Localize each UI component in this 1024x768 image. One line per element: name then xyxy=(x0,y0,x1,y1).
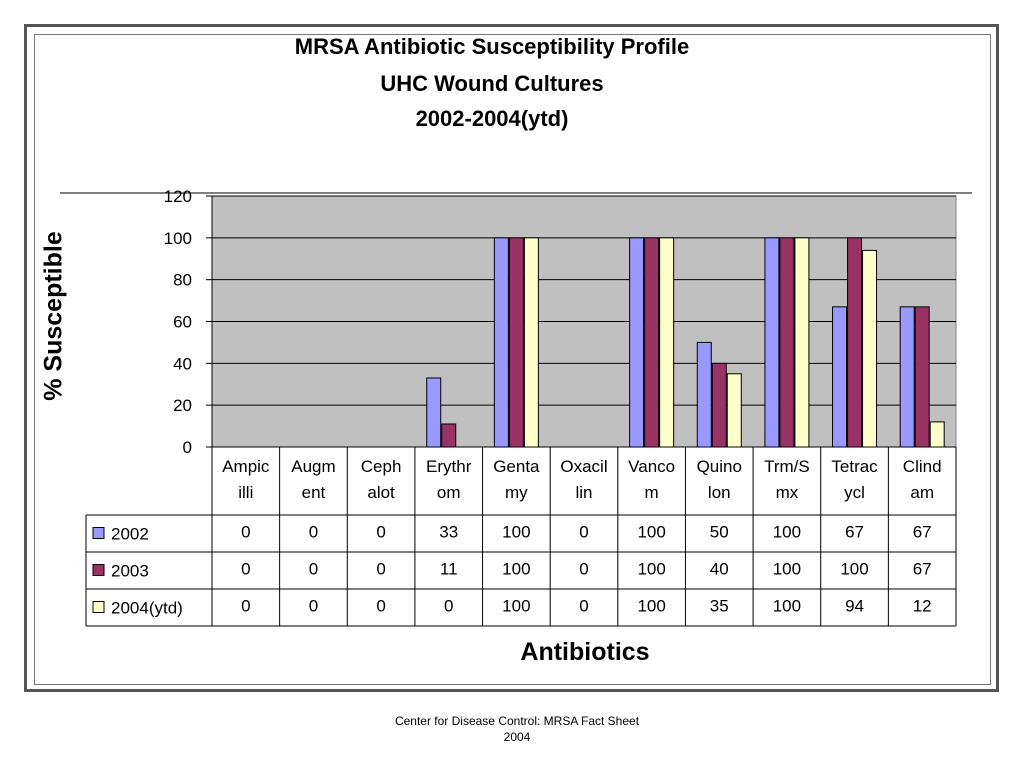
x-category-label: ent xyxy=(302,483,326,502)
x-category-label: om xyxy=(437,483,461,502)
bar-2002 xyxy=(629,237,645,448)
table-value: 100 xyxy=(840,560,868,579)
table-value: 67 xyxy=(913,560,932,579)
x-category-label: Augm xyxy=(291,457,335,476)
slide-frame-inner xyxy=(34,34,991,685)
table-value: 100 xyxy=(773,523,801,542)
table-value: 67 xyxy=(845,523,864,542)
legend-label: 2003 xyxy=(111,562,149,581)
bar-2004ytd xyxy=(726,373,742,448)
x-category-label: am xyxy=(910,483,934,502)
chart-title-line-1: MRSA Antibiotic Susceptibility Profile xyxy=(294,34,690,59)
table-value: 11 xyxy=(440,560,458,579)
y-tick-label: 20 xyxy=(173,396,192,415)
table-value: 0 xyxy=(376,597,385,616)
table-value: 50 xyxy=(710,523,729,542)
table-value: 0 xyxy=(444,597,453,616)
x-category-label: Oxacil xyxy=(560,457,607,476)
bar-2002 xyxy=(899,306,915,448)
table-value: 0 xyxy=(241,560,250,579)
x-category-label: Trm/S xyxy=(764,457,810,476)
footer-line-2: 2004 xyxy=(503,730,531,744)
bar-2003 xyxy=(441,423,457,448)
x-category-label: Quino xyxy=(697,457,742,476)
x-category-label: my xyxy=(505,483,528,502)
bar-2004ytd xyxy=(794,237,810,448)
table-value: 33 xyxy=(439,523,458,542)
bar-2002 xyxy=(426,377,442,448)
bar-2003 xyxy=(644,237,660,448)
legend-label: 2002 xyxy=(111,525,149,544)
x-category-label: Ampic xyxy=(222,457,270,476)
x-category-label: Tetrac xyxy=(831,457,878,476)
bar-2003 xyxy=(779,237,795,448)
x-category-label: Vanco xyxy=(628,457,675,476)
bar-2004ytd xyxy=(659,237,675,448)
legend-key-2003 xyxy=(92,564,105,576)
x-category-label: Genta xyxy=(493,457,540,476)
y-tick-label: 120 xyxy=(164,187,192,206)
x-category-label: illi xyxy=(238,483,253,502)
table-value: 0 xyxy=(241,597,250,616)
chart-title-line-3: 2002-2004(ytd) xyxy=(415,106,569,131)
x-category-label: Erythr xyxy=(426,457,472,476)
table-value: 0 xyxy=(376,560,385,579)
bar-2003 xyxy=(508,237,524,448)
y-tick-label: 80 xyxy=(173,271,192,290)
bar-2002 xyxy=(696,341,712,448)
legend-key-2002 xyxy=(92,527,105,539)
table-value: 100 xyxy=(637,597,665,616)
table-value: 100 xyxy=(773,560,801,579)
table-value: 100 xyxy=(637,560,665,579)
table-value: 100 xyxy=(502,523,530,542)
x-category-label: lin xyxy=(575,483,592,502)
bar-2002 xyxy=(493,237,509,448)
y-tick-label: 0 xyxy=(183,438,192,457)
table-value: 0 xyxy=(579,523,588,542)
x-category-label: Ceph xyxy=(361,457,402,476)
x-category-label: alot xyxy=(367,483,395,502)
bar-2003 xyxy=(711,362,727,448)
table-value: 0 xyxy=(579,597,588,616)
table-value: 0 xyxy=(309,523,318,542)
bar-2004ytd xyxy=(929,421,945,448)
table-value: 0 xyxy=(241,523,250,542)
table-value: 94 xyxy=(845,597,864,616)
x-category-label: mx xyxy=(776,483,799,502)
x-category-label: m xyxy=(645,483,659,502)
legend-key-2004ytd xyxy=(92,601,105,613)
table-value: 40 xyxy=(710,560,729,579)
table-value: 100 xyxy=(773,597,801,616)
x-axis-title: Antibiotics xyxy=(520,638,650,666)
bar-2002 xyxy=(764,237,780,448)
table-value: 0 xyxy=(309,560,318,579)
table-value: 100 xyxy=(502,597,530,616)
x-category-label: lon xyxy=(708,483,731,502)
y-tick-label: 100 xyxy=(164,229,192,248)
footer-line-1: Center for Disease Control: MRSA Fact Sh… xyxy=(394,714,640,728)
table-value: 100 xyxy=(502,560,530,579)
table-value: 12 xyxy=(913,597,932,616)
bar-2002 xyxy=(832,306,848,448)
bar-2003 xyxy=(914,306,930,448)
table-value: 0 xyxy=(376,523,385,542)
source-footer: Center for Disease Control: MRSA Fact Sh… xyxy=(330,713,704,745)
bar-2004ytd xyxy=(523,237,539,448)
y-tick-label: 60 xyxy=(173,313,192,332)
table-value: 35 xyxy=(710,597,729,616)
table-value: 100 xyxy=(637,523,665,542)
bar-2003 xyxy=(847,237,863,448)
x-category-label: Clind xyxy=(903,457,942,476)
chart-title-line-2: UHC Wound Cultures xyxy=(380,71,604,96)
x-category-label: ycl xyxy=(844,483,865,502)
legend-label: 2004(ytd) xyxy=(111,599,183,618)
table-value: 0 xyxy=(309,597,318,616)
table-value: 0 xyxy=(579,560,588,579)
bar-2004ytd xyxy=(862,249,878,448)
table-value: 67 xyxy=(913,523,932,542)
y-tick-label: 40 xyxy=(173,354,192,373)
